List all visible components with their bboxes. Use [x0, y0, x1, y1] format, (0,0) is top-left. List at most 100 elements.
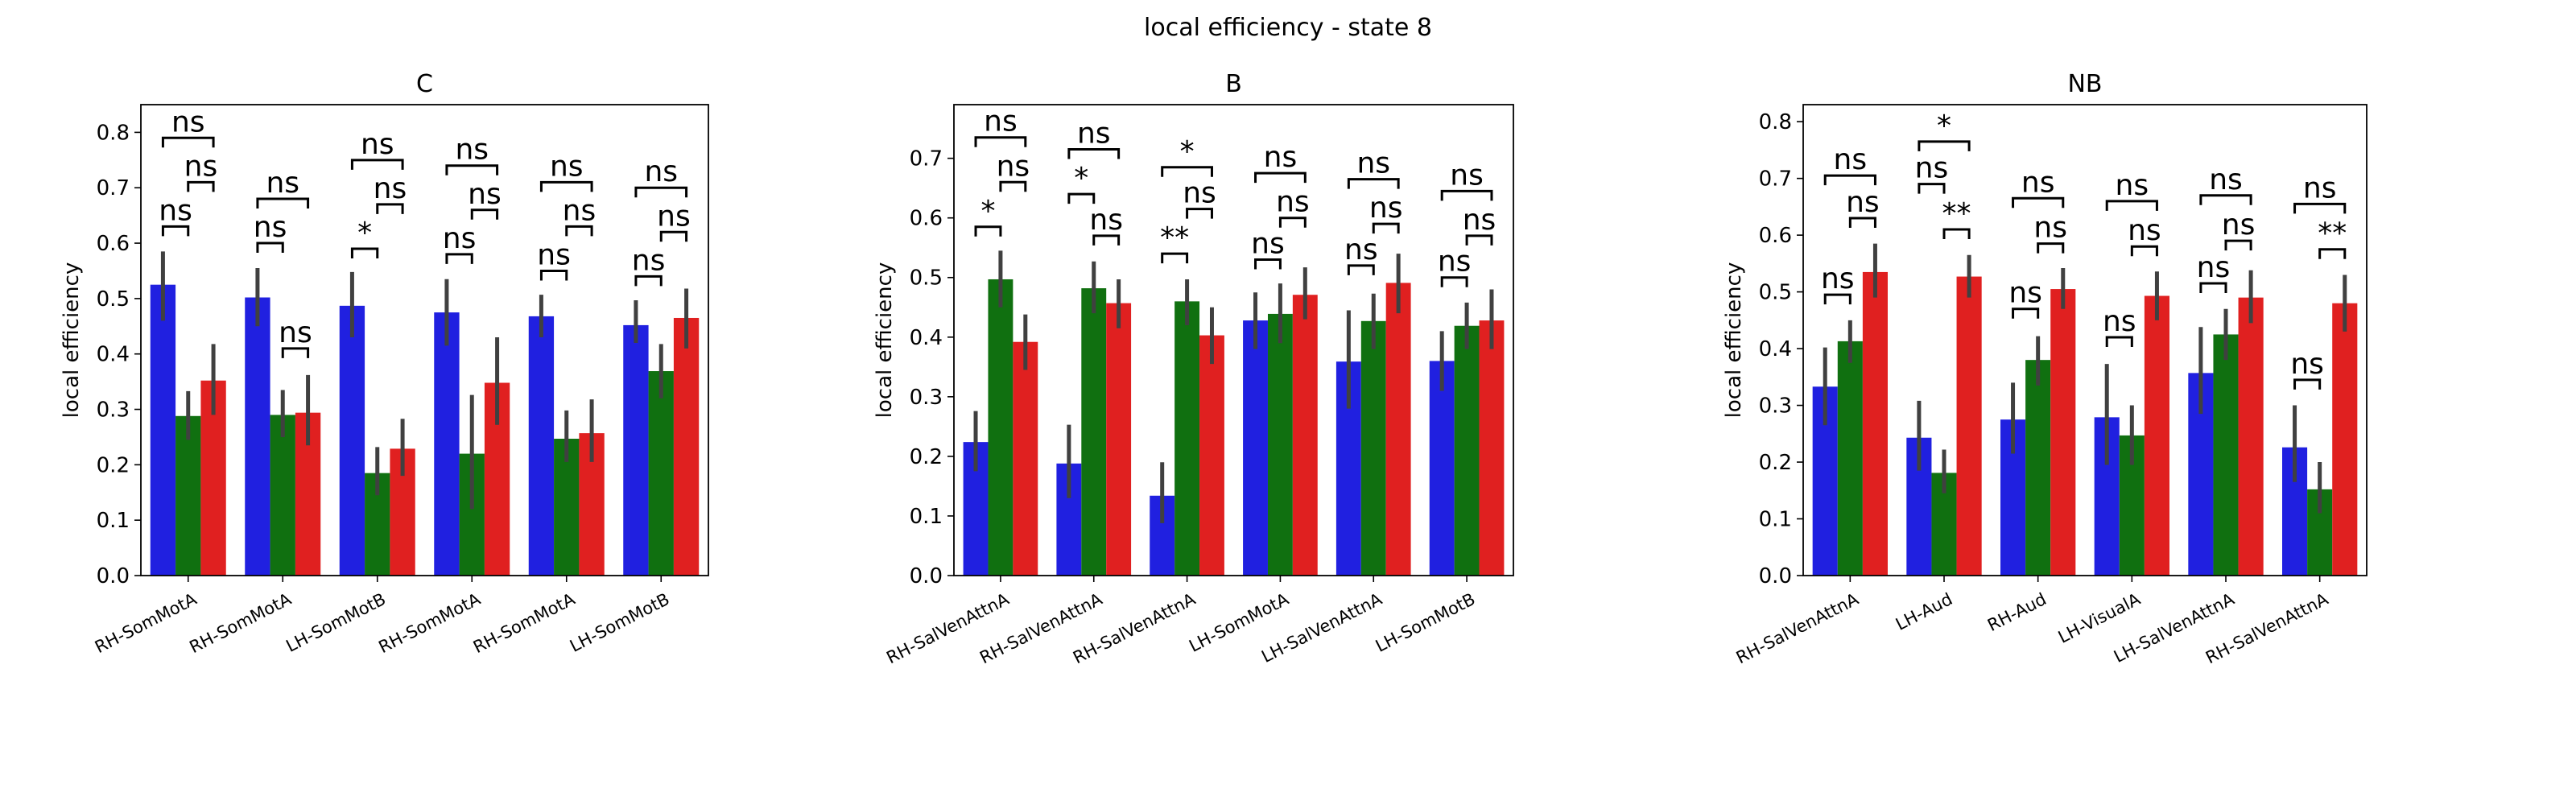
significance-label: ns — [997, 150, 1030, 183]
significance-label: ns — [2008, 277, 2042, 310]
significance-label: ns — [1077, 118, 1111, 151]
y-tick-label: 0.2 — [910, 445, 943, 469]
bar — [2144, 295, 2169, 576]
significance-label: ns — [443, 222, 477, 255]
bar — [175, 415, 201, 576]
significance-bracket — [1278, 217, 1307, 228]
significance-bracket — [2012, 196, 2065, 208]
y-tick-label: 0.3 — [1759, 394, 1792, 419]
significance-bracket — [161, 225, 190, 237]
y-tick-label: 0.1 — [910, 505, 943, 529]
significance-label: ns — [1834, 143, 1868, 176]
bar — [988, 279, 1013, 576]
y-tick-label: 0.7 — [1759, 167, 1792, 192]
bar — [1243, 320, 1268, 576]
significance-label: * — [1180, 135, 1195, 168]
significance-bracket — [974, 136, 1027, 147]
bar — [673, 317, 700, 576]
significance-bracket — [2293, 378, 2322, 390]
significance-label: ns — [1183, 177, 1216, 210]
significance-bracket — [1372, 222, 1400, 234]
bar — [150, 284, 176, 576]
bar — [1360, 320, 1386, 576]
bar — [2050, 289, 2076, 576]
significance-bracket — [187, 180, 215, 192]
x-tick-label: RH-SomMotA — [376, 589, 485, 657]
significance-bracket — [634, 275, 663, 287]
significance-bracket — [1440, 189, 1493, 201]
significance-label: ns — [1450, 159, 1484, 192]
bar — [1199, 335, 1224, 576]
figure-title: local efficiency - state 8 — [1144, 14, 1432, 42]
bar — [1267, 313, 1293, 576]
y-tick-label: 0.4 — [910, 326, 943, 350]
y-tick-label: 0.3 — [97, 398, 130, 423]
significance-label: * — [980, 195, 995, 228]
bar — [2332, 303, 2358, 576]
significance-label: ns — [550, 150, 584, 183]
significance-bracket — [1918, 140, 1971, 151]
y-tick-label: 0.3 — [910, 386, 943, 410]
x-tick-label: LH-SomMotB — [567, 589, 672, 656]
x-tick-label: LH-Aud — [1893, 589, 1955, 634]
significance-label: ns — [1264, 141, 1298, 174]
significance-bracket — [1092, 234, 1121, 246]
significance-bracket — [445, 164, 499, 175]
significance-bracket — [1942, 228, 1971, 240]
significance-label: ns — [1915, 152, 1949, 185]
significance-label: ns — [1438, 246, 1472, 279]
significance-bracket — [2199, 282, 2227, 294]
y-tick-label: 0.7 — [910, 147, 943, 171]
x-tick-label: RH-SomMotA — [92, 589, 200, 657]
significance-label: ns — [2033, 212, 2067, 245]
significance-label: ns — [1846, 186, 1880, 219]
y-tick-label: 0.5 — [97, 287, 130, 312]
significance-label: ns — [2290, 348, 2324, 381]
significance-bracket — [2224, 239, 2252, 251]
significance-label: ns — [2103, 305, 2136, 338]
significance-label: ns — [1089, 204, 1123, 237]
significance-bracket — [999, 180, 1027, 192]
significance-bracket — [1347, 264, 1375, 275]
significance-bracket — [256, 242, 284, 254]
significance-bracket — [2130, 245, 2158, 257]
bar — [1081, 288, 1107, 576]
y-tick-label: 0.8 — [1759, 110, 1792, 134]
y-axis-label: local efficiency — [60, 262, 84, 419]
bar — [1174, 301, 1200, 576]
significance-bracket — [539, 269, 568, 281]
y-tick-label: 0.1 — [97, 509, 130, 533]
significance-label: ns — [455, 134, 489, 167]
y-tick-label: 0.6 — [1759, 224, 1792, 248]
significance-label: ns — [1356, 147, 1390, 180]
significance-bracket — [1823, 293, 1852, 305]
bar — [2213, 334, 2239, 576]
y-tick-label: 0.6 — [97, 232, 130, 256]
significance-label: ns — [2128, 214, 2161, 247]
significance-label: ns — [254, 211, 287, 244]
significance-bracket — [1067, 148, 1121, 159]
y-tick-label: 0.7 — [97, 176, 130, 200]
significance-label: ns — [1276, 186, 1310, 219]
significance-bracket — [2037, 242, 2065, 254]
significance-label: ns — [2222, 208, 2256, 242]
x-tick-label: RH-SalVenAttnA — [1733, 589, 1862, 668]
significance-label: ns — [2197, 251, 2231, 284]
bar — [2238, 297, 2264, 576]
significance-label: * — [357, 217, 372, 250]
significance-label: ** — [1160, 221, 1189, 254]
significance-label: ns — [1344, 233, 1378, 266]
significance-bracket — [1067, 192, 1096, 204]
significance-label: ns — [184, 150, 218, 183]
significance-bracket — [974, 225, 1002, 237]
panel-title: NB — [2067, 70, 2102, 98]
y-tick-label: 0.6 — [910, 207, 943, 231]
y-tick-label: 0.1 — [1759, 508, 1792, 532]
significance-label: ns — [266, 167, 299, 200]
significance-bracket — [1347, 178, 1400, 189]
significance-bracket — [1848, 217, 1876, 228]
bar — [2025, 360, 2051, 576]
significance-bracket — [1465, 234, 1493, 246]
significance-label: ns — [361, 128, 394, 161]
